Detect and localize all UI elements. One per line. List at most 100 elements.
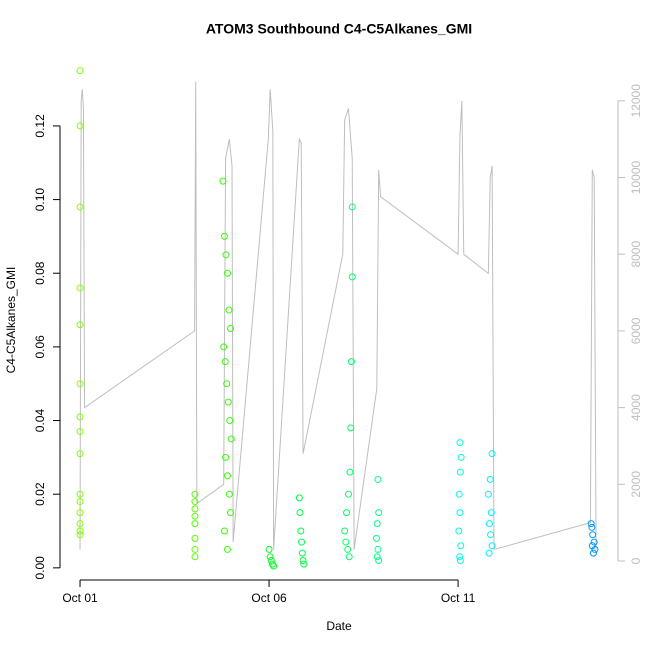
- point: [221, 358, 229, 366]
- point: [191, 512, 199, 520]
- point: [76, 520, 84, 528]
- point: [222, 251, 230, 259]
- y2-tick-label: 10000: [629, 160, 643, 194]
- point: [486, 475, 494, 483]
- point: [299, 556, 307, 564]
- point: [266, 553, 274, 561]
- point: [225, 490, 233, 498]
- point: [374, 475, 382, 483]
- point: [220, 527, 228, 535]
- point: [457, 453, 465, 461]
- point: [488, 450, 496, 458]
- point: [76, 428, 84, 436]
- point: [485, 520, 493, 528]
- point: [220, 232, 228, 240]
- point: [76, 450, 84, 458]
- point: [227, 324, 234, 332]
- point: [346, 468, 354, 476]
- point: [298, 538, 306, 546]
- point: [591, 545, 599, 553]
- point: [347, 358, 355, 366]
- point: [76, 498, 84, 506]
- x-tick-label: Oct 01: [62, 591, 98, 605]
- point: [456, 553, 464, 561]
- point: [345, 553, 353, 561]
- point: [76, 509, 84, 517]
- point: [76, 531, 84, 539]
- point: [191, 534, 199, 542]
- point: [455, 527, 463, 535]
- point: [373, 553, 381, 561]
- point: [374, 545, 382, 553]
- point: [219, 177, 227, 185]
- point: [191, 545, 199, 553]
- point: [456, 468, 464, 476]
- point: [296, 509, 304, 517]
- point: [484, 490, 492, 498]
- point: [455, 490, 463, 498]
- point: [297, 527, 305, 535]
- point: [348, 273, 356, 281]
- point: [76, 67, 84, 75]
- point: [485, 549, 493, 557]
- y2-tick-label: 6000: [629, 317, 643, 344]
- point: [488, 542, 496, 550]
- point: [226, 417, 234, 425]
- point: [76, 380, 84, 388]
- point: [270, 562, 278, 570]
- point: [344, 545, 352, 553]
- point: [265, 545, 273, 553]
- y-tick-label: 0.00: [33, 556, 47, 580]
- y2-tick-label: 0: [629, 557, 643, 564]
- point: [76, 490, 84, 498]
- point: [300, 560, 308, 568]
- chart-title: ATOM3 Southbound C4-C5Alkanes_GMI: [206, 21, 472, 37]
- point: [227, 509, 234, 517]
- x-axis-label: Date: [326, 619, 352, 633]
- point: [191, 505, 199, 513]
- y2-tick-label: 4000: [629, 394, 643, 421]
- point: [76, 203, 84, 211]
- point: [222, 453, 230, 461]
- point: [223, 269, 231, 277]
- point: [298, 549, 306, 557]
- point: [295, 494, 303, 502]
- point: [191, 490, 199, 498]
- point: [224, 398, 232, 406]
- point: [76, 413, 84, 421]
- point: [590, 538, 598, 546]
- point: [456, 439, 464, 447]
- point: [347, 424, 355, 432]
- point: [588, 523, 596, 531]
- point: [343, 509, 351, 517]
- y-tick-label: 0.04: [33, 409, 47, 433]
- point: [342, 538, 350, 546]
- point: [589, 549, 597, 557]
- y-tick-label: 0.06: [33, 335, 47, 359]
- y-tick-label: 0.02: [33, 482, 47, 506]
- point: [375, 509, 383, 517]
- point: [223, 472, 231, 480]
- point: [456, 556, 464, 564]
- point: [487, 509, 495, 517]
- y2-tick-label: 8000: [629, 241, 643, 268]
- point: [344, 490, 352, 498]
- point: [191, 520, 199, 528]
- point: [341, 527, 349, 535]
- point: [76, 284, 84, 292]
- point: [373, 520, 381, 528]
- point: [457, 542, 465, 550]
- point: [223, 545, 231, 553]
- point: [227, 435, 235, 443]
- point: [223, 380, 231, 388]
- point: [76, 122, 84, 130]
- point: [589, 531, 597, 539]
- y-tick-label: 0.10: [33, 188, 47, 212]
- point: [487, 531, 495, 539]
- x-tick-label: Oct 06: [251, 591, 287, 605]
- point: [348, 203, 356, 211]
- altitude-line: [79, 81, 597, 551]
- y-tick-label: 0.08: [33, 261, 47, 285]
